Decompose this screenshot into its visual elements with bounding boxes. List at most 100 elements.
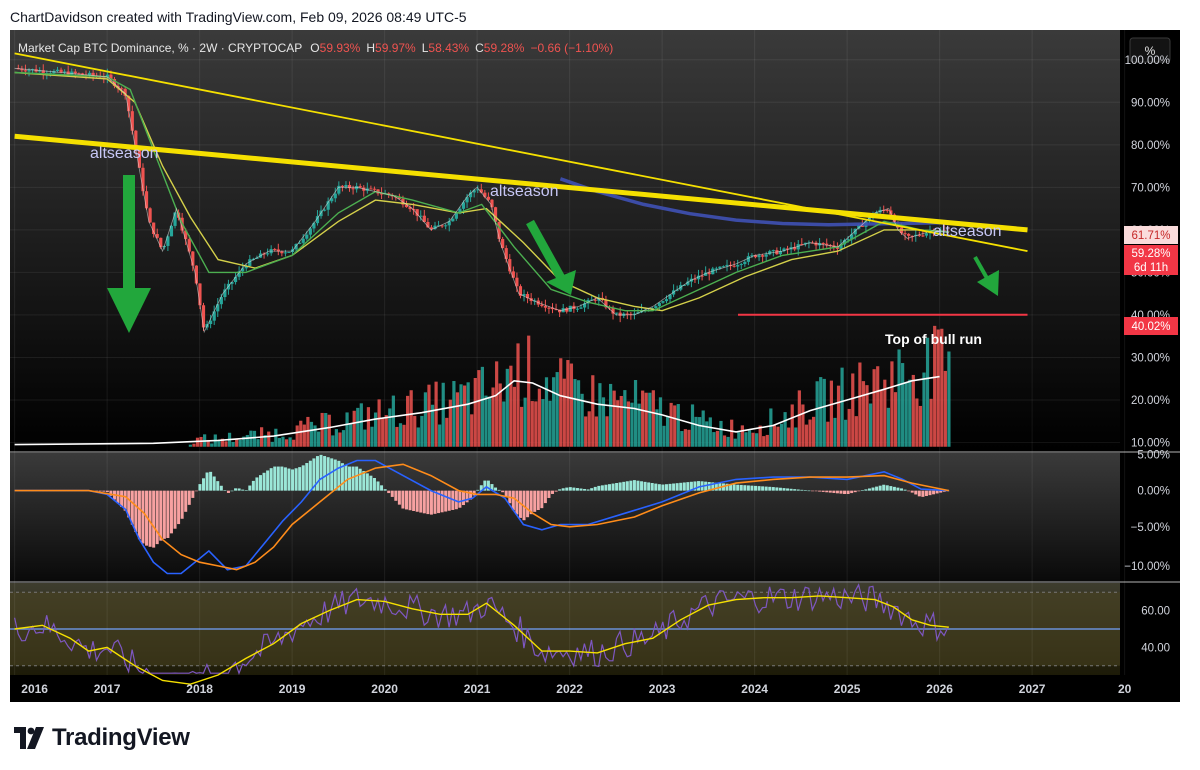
time-scale-label: 2018 (186, 682, 213, 696)
volume-bar (858, 362, 862, 447)
macd-histogram-bar (910, 490, 914, 493)
volume-bar (733, 438, 737, 447)
macd-histogram-bar (323, 456, 327, 491)
candle-body (657, 302, 661, 307)
candle-body (216, 304, 220, 312)
volume-bar (665, 416, 670, 447)
macd-histogram-bar (572, 487, 576, 491)
candle-body (654, 306, 658, 309)
volume-bar (904, 381, 908, 447)
candle-body (244, 265, 248, 269)
rsi-price-scale[interactable]: 60.00 40.00 (1141, 606, 1170, 655)
time-scale-label: 2027 (1019, 682, 1046, 696)
candle-body (433, 225, 437, 229)
candle-body (700, 275, 704, 277)
candle-body (429, 227, 434, 229)
candle-body (508, 259, 512, 272)
candle-body (379, 193, 384, 195)
candle-body (337, 185, 341, 194)
ma-value-badge: 61.71% (1124, 226, 1178, 244)
time-scale[interactable]: 2016 2017 2018 2019 2020 2021 2022 2023 2024 2025… (21, 682, 1131, 696)
macd-histogram-bar (814, 490, 818, 492)
macd-histogram-bar (771, 487, 775, 491)
volume-bar (249, 430, 253, 447)
price-scale-label: 60.00 (1141, 606, 1170, 618)
volume-bar (612, 390, 616, 447)
chart-area[interactable]: altseason altseason altseason Top of bul… (10, 30, 1180, 702)
macd-histogram-bar (426, 490, 430, 515)
trendline-thin[interactable] (14, 52, 1028, 252)
macd-histogram-bar (729, 484, 733, 491)
macd-histogram-bar (764, 486, 768, 491)
macd-histogram-bar (882, 484, 886, 491)
arrow-2017[interactable] (107, 175, 151, 333)
candle-body (725, 264, 729, 267)
macd-histogram-bar (202, 478, 206, 491)
volume-bar (516, 343, 520, 447)
volume-bar (804, 424, 809, 447)
legend-o-label: O (310, 41, 319, 55)
volume-bar (231, 441, 235, 447)
volume-bar (466, 382, 470, 447)
price-scale-label: 90.00% (1131, 97, 1170, 109)
volume-bar (566, 360, 570, 447)
volume-bar (925, 337, 930, 447)
candle-body (604, 300, 608, 308)
arrow-2021[interactable] (526, 219, 576, 295)
macd-histogram-bar (315, 456, 319, 491)
candle-body (839, 244, 843, 249)
arrow-2026[interactable] (973, 256, 999, 296)
time-scale-label: 2020 (371, 682, 398, 696)
volume-bar (356, 407, 360, 447)
volume-bar (683, 429, 687, 447)
trendline-thick[interactable] (14, 133, 1028, 233)
macd-histogram-bar (825, 490, 829, 493)
volume-bar (747, 430, 752, 447)
scale-mode-button[interactable]: % (1129, 37, 1171, 63)
volume-bar (352, 410, 356, 447)
macd-histogram-bar (230, 490, 234, 492)
macd-histogram-bar (173, 490, 177, 529)
candle-body (942, 230, 946, 232)
time-scale-label: 2022 (556, 682, 583, 696)
volume-bar (922, 372, 926, 447)
macd-histogram-bar (437, 490, 441, 514)
candle-body (276, 249, 280, 252)
macd-histogram-bar (526, 490, 530, 518)
candle-body (436, 225, 441, 227)
volume-bar (238, 439, 242, 447)
candle-body (917, 234, 921, 236)
macd-histogram-bar (590, 488, 594, 491)
macd-histogram-bar (871, 487, 875, 491)
ma-value-text: 61.71% (1131, 230, 1170, 242)
candle-body (87, 72, 92, 76)
candle-body (857, 225, 861, 229)
macd-histogram-bar (497, 489, 501, 491)
macd-histogram-bar (533, 490, 537, 512)
volume-bar (313, 425, 317, 447)
volume-bar (762, 436, 766, 447)
candle-body (130, 111, 134, 131)
macd-histogram-bar (444, 490, 448, 512)
candle-body (301, 238, 305, 243)
price-scale-label: 100.00% (1125, 55, 1170, 67)
candle-body (778, 251, 783, 255)
macd-histogram-bar (515, 490, 519, 515)
volume-bar (509, 365, 513, 447)
ma-green-line (14, 71, 949, 312)
macd-histogram-bar (458, 490, 462, 508)
volume-bar (787, 427, 791, 447)
volume-bar (822, 378, 826, 447)
macd-histogram-bar (155, 490, 159, 545)
macd-price-scale[interactable]: 5.00% 0.00% −5.00% −10.00% (1124, 450, 1170, 573)
candle-body (73, 71, 77, 74)
macd-histogram-bar (622, 481, 626, 491)
volume-ma-line (14, 375, 940, 446)
candle-body (322, 209, 327, 211)
volume-bar (487, 396, 492, 447)
tradingview-logo[interactable]: TradingView (14, 724, 190, 752)
candle-body (447, 221, 451, 226)
macd-histogram-bar (312, 458, 316, 491)
macd-histogram-bar (280, 466, 284, 491)
macd-histogram-bar (294, 468, 298, 491)
